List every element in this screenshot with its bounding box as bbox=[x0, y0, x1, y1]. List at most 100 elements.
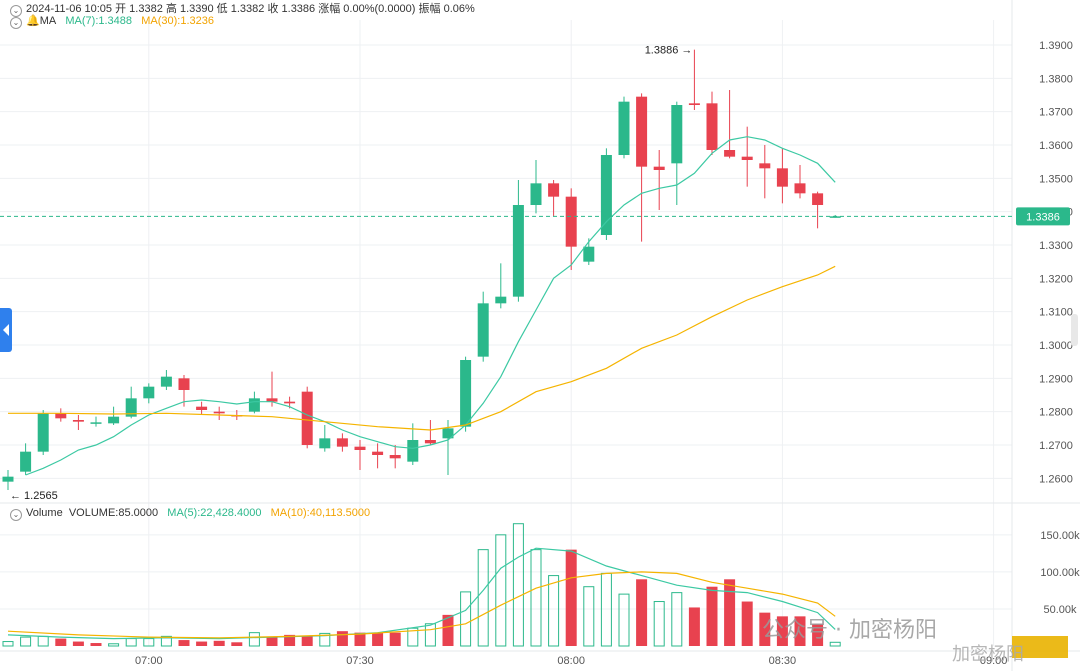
candle-body bbox=[196, 406, 208, 410]
volume-ma10-line bbox=[7, 571, 836, 639]
low-marker-label: ← 1.2565 bbox=[10, 490, 58, 502]
candle-body bbox=[442, 428, 454, 439]
volume-bar-down bbox=[231, 642, 243, 646]
volume-bar-up bbox=[20, 636, 32, 647]
volume-bar-down bbox=[284, 634, 296, 646]
volume-bar-up bbox=[125, 638, 137, 647]
candle-body bbox=[336, 438, 348, 447]
collapse-chevron-icon[interactable]: ⌄ bbox=[10, 509, 22, 521]
amplitude-label: 振幅 bbox=[418, 3, 441, 15]
collapse-chevron-icon[interactable]: ⌄ bbox=[10, 5, 22, 17]
volume-bar-up bbox=[583, 586, 595, 647]
candle-body bbox=[548, 183, 560, 197]
current-price-label: 1.3386 bbox=[1026, 211, 1060, 223]
candle-body bbox=[37, 413, 49, 452]
price-tick-label: 1.3700 bbox=[1039, 107, 1073, 119]
candle-body bbox=[20, 451, 32, 472]
volume-bar-down bbox=[196, 641, 208, 646]
candle-body bbox=[248, 398, 260, 412]
volume-bar-down bbox=[442, 614, 454, 646]
ma30-value: MA(30):1.3236 bbox=[141, 15, 214, 27]
collapse-chevron-icon[interactable]: ⌄ bbox=[10, 17, 22, 29]
left-expand-tab[interactable] bbox=[0, 308, 12, 352]
time-tick-label: 08:00 bbox=[557, 655, 585, 667]
candle-body bbox=[2, 476, 14, 482]
volume-bar-up bbox=[160, 635, 172, 647]
vol-ma10-value: MA(10):40,113.5000 bbox=[270, 507, 371, 519]
time-tick-label: 09:00 bbox=[980, 655, 1008, 667]
candle-body bbox=[812, 193, 824, 205]
axes-layer: 1.39001.38001.37001.36001.35001.34001.33… bbox=[0, 40, 1080, 667]
ma-lines-layer bbox=[8, 136, 836, 476]
volume-bar-down bbox=[759, 612, 771, 646]
volume-bar-down bbox=[389, 632, 401, 646]
candle-body bbox=[354, 446, 366, 450]
volume-label: Volume bbox=[26, 507, 63, 519]
candle-body bbox=[636, 96, 648, 167]
price-tick-label: 1.3900 bbox=[1039, 40, 1073, 52]
volume-bar-down bbox=[266, 637, 278, 646]
volume-bar-down bbox=[90, 643, 102, 646]
right-resize-handle[interactable] bbox=[1071, 314, 1078, 346]
candle-body bbox=[495, 296, 507, 304]
volume-bar-down bbox=[812, 623, 824, 646]
volume-bar-up bbox=[530, 549, 542, 647]
candle-body bbox=[512, 205, 524, 297]
open-value: 1.3382 bbox=[129, 3, 163, 15]
candle-body bbox=[477, 303, 489, 357]
candle-body bbox=[530, 183, 542, 205]
candle-body bbox=[125, 398, 137, 417]
volume-bar-up bbox=[829, 641, 841, 647]
volume-bar-down bbox=[794, 616, 806, 646]
candle-body bbox=[213, 411, 225, 414]
price-tick-label: 1.3200 bbox=[1039, 273, 1073, 285]
candle-body bbox=[407, 440, 419, 462]
high-label: 高 bbox=[165, 3, 177, 15]
volume-bar-down bbox=[336, 631, 348, 646]
time-tick-label: 08:30 bbox=[769, 655, 797, 667]
volume-bar-down bbox=[565, 549, 577, 646]
candle-body bbox=[424, 440, 436, 444]
volume-bar-up bbox=[460, 591, 472, 647]
volume-bar-up bbox=[495, 534, 507, 647]
ma7-value: MA(7):1.3488 bbox=[65, 15, 133, 27]
bell-icon[interactable]: 🔔 bbox=[26, 15, 40, 27]
volume-ma5-line bbox=[7, 547, 836, 640]
volume-bar-down bbox=[55, 638, 67, 646]
price-tick-label: 1.3100 bbox=[1039, 307, 1073, 319]
volume-value: VOLUME:85.0000 bbox=[68, 507, 159, 519]
low-value: 1.3382 bbox=[230, 3, 265, 15]
volume-bar-down bbox=[301, 635, 313, 646]
candle-body bbox=[706, 103, 718, 150]
volume-bar-up bbox=[600, 572, 612, 647]
candle-body bbox=[565, 196, 577, 247]
time-tick-label: 07:30 bbox=[346, 655, 374, 667]
volume-bar-up bbox=[319, 632, 331, 647]
volume-bar-down bbox=[688, 607, 700, 646]
volume-bar-up bbox=[653, 601, 665, 647]
candles-layer bbox=[2, 49, 841, 490]
volume-tick-label: 100.00k bbox=[1040, 567, 1080, 579]
volume-tick-label: 150.00k bbox=[1040, 530, 1080, 542]
candle-body bbox=[794, 183, 806, 194]
high-value: 1.3390 bbox=[179, 3, 214, 15]
volume-info-row: ⌄ Volume VOLUME:85.0000 MA(5):22,428.4000… bbox=[10, 507, 370, 521]
ma-label: MA bbox=[39, 15, 57, 27]
candle-body bbox=[143, 386, 155, 399]
open-label: 开 bbox=[115, 3, 127, 15]
watermark-text: 公众号 · 加密杨阳 bbox=[762, 618, 937, 643]
volume-bar-up bbox=[618, 593, 630, 647]
candle-body bbox=[372, 451, 384, 455]
candle-body bbox=[653, 166, 665, 170]
candle-body bbox=[90, 422, 102, 424]
candle-body bbox=[688, 103, 700, 105]
candle-body bbox=[759, 163, 771, 169]
volume-bar-down bbox=[706, 586, 718, 646]
candle-body bbox=[460, 360, 472, 427]
volume-bar-down bbox=[372, 632, 384, 646]
candle-body bbox=[55, 413, 67, 419]
volume-bar-up bbox=[548, 575, 560, 647]
timestamp: 2024-11-06 10:05 bbox=[26, 3, 113, 15]
candle-body bbox=[776, 168, 788, 187]
